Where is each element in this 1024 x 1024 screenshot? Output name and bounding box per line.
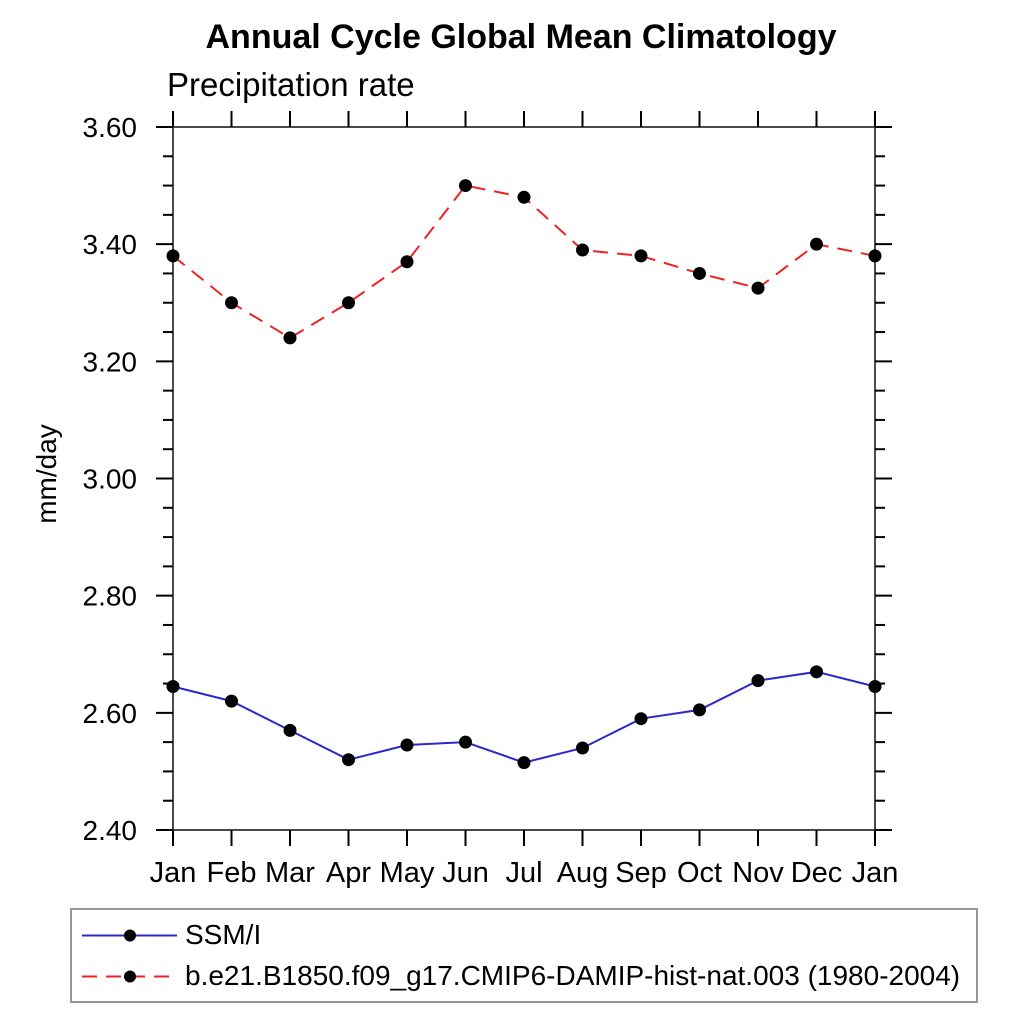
x-tick-label: Dec [791,857,843,889]
y-tick-label: 3.40 [83,229,138,260]
data-point-marker-0 [634,712,648,726]
data-point-marker-1 [225,296,238,310]
data-point-marker-0 [342,753,355,767]
y-tick-label: 2.40 [83,815,138,846]
y-axis-title: mm/day [31,424,62,524]
x-tick-label: Feb [207,857,257,889]
legend-marker-icon [124,929,136,941]
series-line-0 [172,670,876,764]
data-point-marker-0 [283,723,297,737]
y-tick-label: 2.60 [83,698,138,729]
data-point-marker-1 [751,281,765,295]
data-point-marker-1 [342,296,355,310]
data-point-marker-1 [634,249,648,263]
x-tick-label: May [380,857,435,889]
chart-title: Annual Cycle Global Mean Climatology [205,18,837,56]
legend-label-model: b.e21.B1850.f09_g17.CMIP6-DAMIP-hist-nat… [185,960,961,991]
data-point-marker-1 [693,266,706,280]
data-point-marker-1 [459,179,472,193]
x-tick-label: Nov [732,857,784,889]
data-point-marker-1 [400,255,414,269]
x-tick-label: Jun [442,857,489,889]
x-tick-label: Jan [852,857,899,889]
x-tick-label: Apr [326,857,371,889]
legend-sample-line-dashed [82,970,177,982]
x-tick-label: Sep [615,857,667,889]
data-point-marker-1 [166,249,180,263]
y-tick-label: 2.80 [83,581,138,612]
data-point-marker-1 [283,331,297,345]
y-tick-label: 3.20 [83,346,138,377]
data-point-marker-0 [517,756,531,770]
legend-label-ssmi: SSM/I [185,919,262,950]
x-tick-label: Jul [505,857,542,889]
data-point-marker-1 [576,243,589,257]
data-point-marker-0 [225,694,238,708]
data-point-marker-1 [868,249,882,263]
legend: SSM/I b.e21.B1850.f09_g17.CMIP6-DAMIP-hi… [70,908,978,1003]
data-point-marker-1 [517,190,531,204]
legend-sample-line-solid [82,929,177,941]
y-tick-label: 3.00 [83,464,138,495]
data-point-marker-0 [751,674,765,688]
series-line-1 [172,184,876,340]
data-point-marker-0 [868,679,882,693]
data-point-marker-1 [810,237,823,251]
legend-item-model: b.e21.B1850.f09_g17.CMIP6-DAMIP-hist-nat… [77,956,976,997]
x-tick-label: Mar [265,857,315,889]
x-tick-label: Oct [677,857,722,889]
data-point-marker-0 [576,741,589,755]
x-tick-label: Aug [557,857,609,889]
data-point-marker-0 [166,679,180,693]
chart-subtitle: Precipitation rate [167,66,415,103]
data-point-marker-0 [810,665,823,679]
data-point-marker-0 [693,703,706,717]
x-tick-label: Jan [150,857,197,889]
legend-item-ssmi: SSM/I [77,915,976,956]
data-point-marker-0 [459,735,472,749]
legend-marker-icon [124,970,136,982]
y-tick-label: 3.60 [83,112,138,143]
data-point-marker-0 [400,738,414,752]
